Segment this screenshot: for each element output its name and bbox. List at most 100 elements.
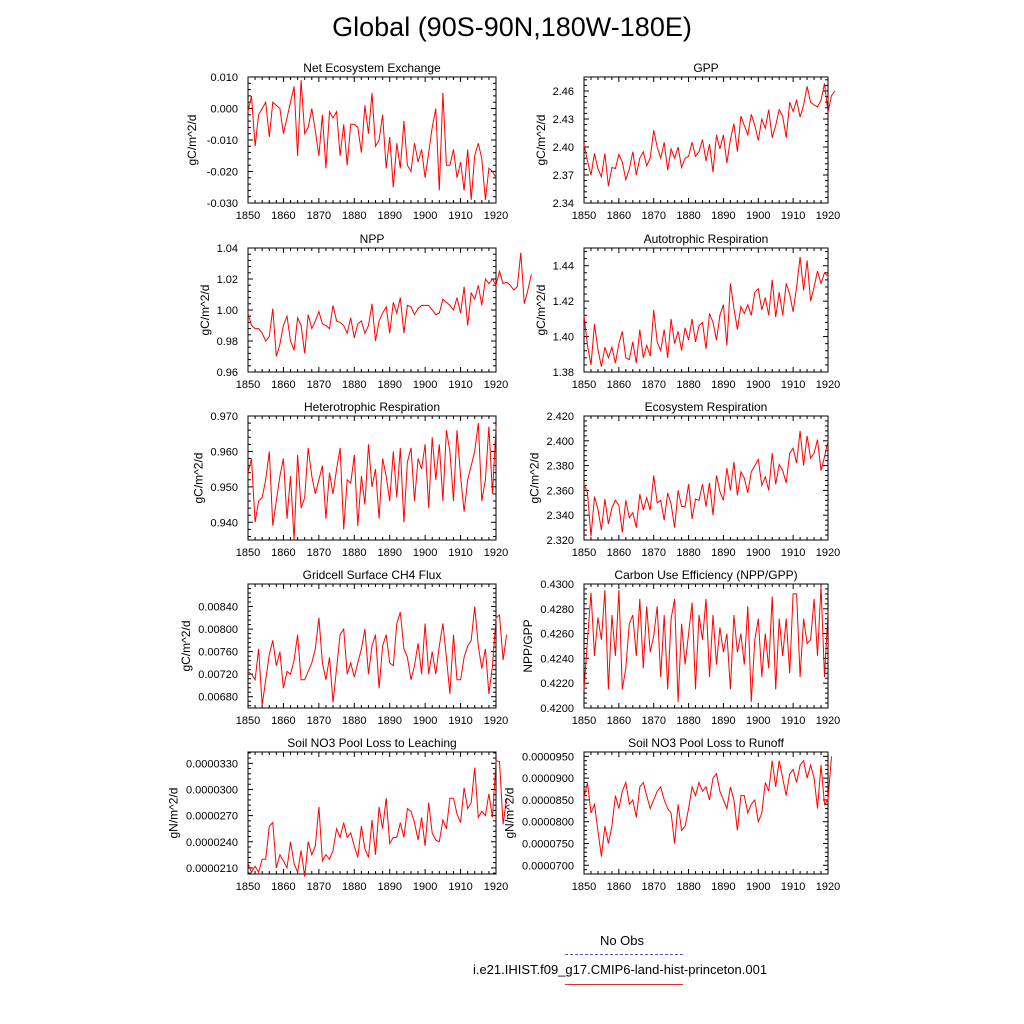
panel-1: Net Ecosystem Exchange 1850 1860 1870 1880 18… [185, 61, 508, 222]
x-tick-label: 1870 [641, 210, 665, 222]
x-tick-label: 1850 [572, 715, 596, 727]
x-tick-label: 1920 [816, 379, 840, 391]
x-tick-label: 1860 [607, 547, 631, 559]
series-line [247, 80, 497, 200]
x-tick-label: 1880 [676, 715, 700, 727]
panel-4: Autotrophic Respiration 1850 1860 1870 1880 1… [534, 232, 840, 391]
panel-title: NPP [360, 232, 385, 246]
plot-frame [247, 583, 497, 709]
y-tick-label: 0.00800 [198, 624, 238, 636]
panel-8: Carbon Use Efficiency (NPP/GPP) 1850 1860 1… [521, 568, 840, 727]
y-tick-label: 0.0000850 [522, 795, 574, 807]
y-tick-label: 0.00840 [198, 602, 238, 614]
x-tick-label: 1880 [676, 379, 700, 391]
y-tick-label: 2.340 [546, 510, 574, 522]
series-line [583, 256, 829, 367]
x-tick-label: 1860 [271, 881, 295, 893]
y-tick-label: 1.44 [553, 261, 574, 273]
x-tick-label: 1870 [641, 547, 665, 559]
panel-title: Carbon Use Efficiency (NPP/GPP) [614, 568, 797, 582]
y-tick-label: 0.00720 [198, 669, 238, 681]
y-tick-label: 2.34 [553, 198, 574, 210]
y-tick-label: 2.46 [553, 86, 574, 98]
panel-9: Soil NO3 Pool Loss to Leaching 1850 1860 18… [166, 736, 508, 893]
y-tick-label: 2.43 [553, 114, 574, 126]
y-tick-label: 1.38 [553, 367, 574, 379]
x-tick-label: 1870 [641, 379, 665, 391]
x-tick-label: 1870 [307, 547, 331, 559]
x-tick-label: 1890 [377, 379, 401, 391]
x-tick-label: 1900 [746, 379, 770, 391]
x-tick-label: 1860 [607, 379, 631, 391]
x-tick-label: 1910 [781, 715, 805, 727]
x-tick-label: 1860 [607, 715, 631, 727]
y-tick-label: -0.010 [207, 135, 238, 147]
panel-5: Heterotrophic Respiration 1850 1860 1870 188… [192, 400, 509, 559]
panel-title: Ecosystem Respiration [645, 400, 768, 414]
x-tick-label: 1910 [448, 881, 472, 893]
y-tick-label: 2.360 [546, 485, 574, 497]
y-axis-label: NPP/GPP [521, 619, 535, 672]
y-tick-label: 2.420 [546, 411, 574, 423]
y-tick-label: 0.0000750 [522, 839, 574, 851]
panel-6: Ecosystem Respiration 1850 1860 1870 1880 189… [528, 400, 841, 559]
x-tick-label: 1900 [413, 379, 437, 391]
y-axis-label: gC/m^2/d [528, 453, 542, 504]
y-tick-label: 0.0000900 [522, 773, 574, 785]
x-tick-label: 1900 [746, 715, 770, 727]
legend-obs-swatch [565, 954, 683, 955]
y-tick-label: 0.960 [210, 446, 238, 458]
x-tick-label: 1910 [448, 715, 472, 727]
panel-title: GPP [693, 61, 718, 75]
y-axis-label: gN/m^2/d [502, 788, 516, 839]
x-tick-label: 1850 [572, 210, 596, 222]
x-tick-label: 1900 [746, 881, 770, 893]
plot-frame [583, 415, 829, 541]
plot-frame [583, 247, 829, 373]
series-line [247, 423, 497, 541]
x-tick-label: 1870 [307, 715, 331, 727]
plot-frame [583, 76, 829, 204]
series-line [583, 430, 829, 537]
x-tick-label: 1870 [307, 881, 331, 893]
plot-frame [247, 751, 497, 875]
x-tick-label: 1900 [746, 547, 770, 559]
y-tick-label: 0.00680 [198, 692, 238, 704]
panel-7: Gridcell Surface CH4 Flux 1850 1860 1870 188… [179, 568, 508, 727]
x-tick-label: 1880 [676, 210, 700, 222]
y-tick-label: 0.4300 [540, 579, 574, 591]
y-tick-label: 0.950 [210, 482, 238, 494]
x-tick-label: 1860 [271, 547, 295, 559]
panel-title: Net Ecosystem Exchange [303, 61, 441, 75]
x-tick-label: 1850 [236, 881, 260, 893]
x-tick-label: 1850 [572, 379, 596, 391]
y-axis-label: gC/m^2/d [185, 115, 199, 166]
legend-obs-label: No Obs [599, 933, 645, 948]
y-tick-label: 1.02 [217, 274, 238, 286]
x-tick-label: 1910 [448, 210, 472, 222]
plot-frame [583, 583, 829, 709]
x-tick-label: 1900 [413, 210, 437, 222]
y-tick-label: 2.320 [546, 535, 574, 547]
x-tick-label: 1910 [781, 547, 805, 559]
x-tick-label: 1870 [307, 210, 331, 222]
x-tick-label: 1880 [342, 210, 366, 222]
x-tick-label: 1850 [236, 547, 260, 559]
x-tick-label: 1850 [236, 715, 260, 727]
x-tick-label: 1910 [448, 547, 472, 559]
x-tick-label: 1920 [816, 715, 840, 727]
x-tick-label: 1880 [342, 881, 366, 893]
y-tick-label: 0.970 [210, 411, 238, 423]
series-line [583, 586, 829, 702]
x-tick-label: 1890 [711, 881, 735, 893]
panel-title: Heterotrophic Respiration [304, 400, 440, 414]
x-tick-label: 1890 [711, 210, 735, 222]
y-tick-label: 0.4260 [540, 629, 574, 641]
x-tick-label: 1850 [572, 881, 596, 893]
x-tick-label: 1920 [484, 210, 508, 222]
y-tick-label: 0.00760 [198, 647, 238, 659]
y-tick-label: 0.98 [217, 336, 238, 348]
panel-title: Gridcell Surface CH4 Flux [303, 568, 442, 582]
x-tick-label: 1890 [377, 881, 401, 893]
y-axis-label: gC/m^2/d [534, 115, 548, 166]
